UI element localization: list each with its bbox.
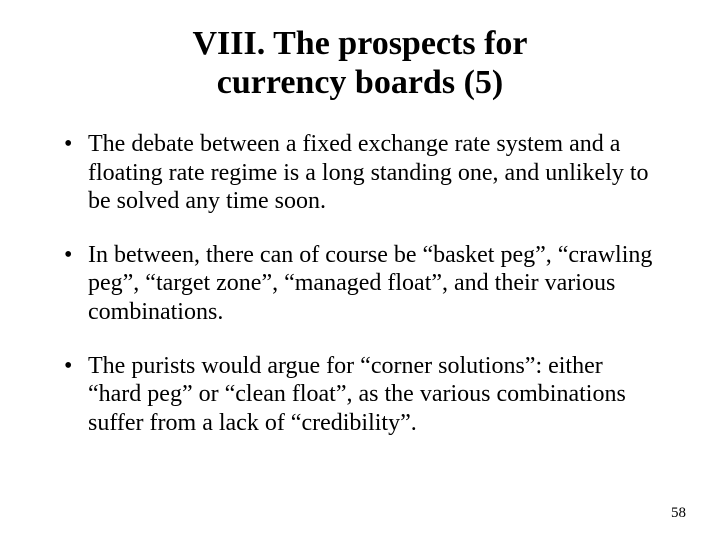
page-number: 58 [671, 505, 686, 522]
list-item: The purists would argue for “corner solu… [60, 352, 660, 437]
list-item: The debate between a fixed exchange rate… [60, 130, 660, 215]
title-line-1: VIII. The prospects for [193, 25, 528, 62]
slide: VIII. The prospects for currency boards … [0, 0, 720, 540]
slide-title: VIII. The prospects for currency boards … [60, 24, 660, 102]
title-line-2: currency boards (5) [217, 64, 503, 101]
list-item: In between, there can of course be “bask… [60, 241, 660, 326]
bullet-list: The debate between a fixed exchange rate… [60, 130, 660, 437]
